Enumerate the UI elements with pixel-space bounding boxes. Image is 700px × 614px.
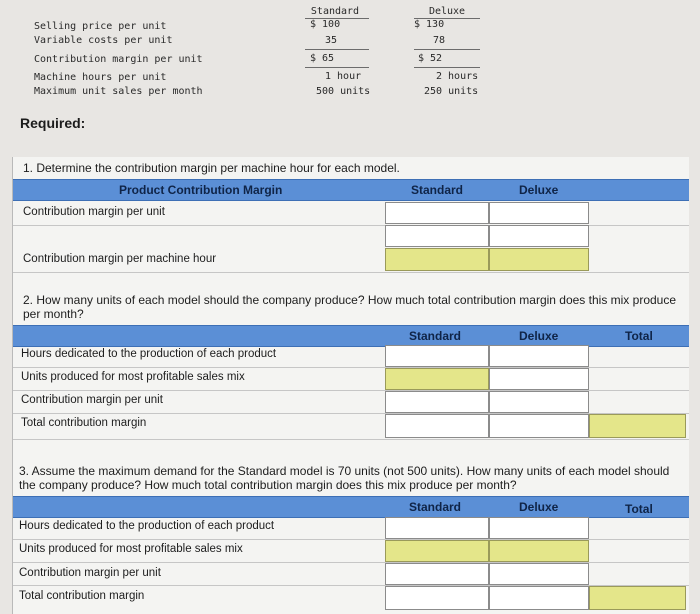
q3-row-cm-per-unit: Contribution margin per unit — [19, 567, 161, 579]
q1-deluxe-blank-input[interactable] — [489, 225, 589, 247]
divider — [13, 585, 689, 586]
row-label-variable-costs: Variable costs per unit — [34, 35, 173, 46]
q1-standard-cm-per-hour-input[interactable] — [385, 248, 489, 271]
q2-standard-units-input[interactable] — [385, 368, 489, 390]
deluxe-variable-costs: 78 — [432, 35, 445, 46]
q3-header-total: Total — [625, 502, 653, 516]
q2-total-cm-input[interactable] — [589, 414, 686, 438]
q2-deluxe-cm-input[interactable] — [489, 391, 589, 413]
q3-total-cm-input[interactable] — [589, 586, 686, 610]
divider — [13, 390, 689, 391]
divider — [13, 562, 689, 563]
deluxe-max-sales: 250 units — [424, 86, 479, 97]
standard-selling-price: $ 100 — [310, 19, 341, 30]
question-2: 2. How many units of each model should t… — [23, 293, 677, 321]
q2-standard-total-input[interactable] — [385, 414, 489, 438]
q1-header-deluxe: Deluxe — [519, 183, 559, 197]
standard-machine-hours: 1 hour — [325, 71, 362, 82]
subtotal-line-deluxe — [414, 49, 480, 50]
required-heading: Required: — [20, 115, 86, 131]
q3-deluxe-cm-input[interactable] — [489, 563, 589, 585]
row-label-selling-price: Selling price per unit — [34, 21, 167, 32]
q2-header-deluxe: Deluxe — [519, 329, 559, 343]
row-label-machine-hours: Machine hours per unit — [34, 72, 167, 83]
standard-contribution-margin: $ 65 — [310, 53, 335, 64]
header-deluxe: Deluxe — [428, 6, 466, 17]
deluxe-selling-price: $ 130 — [414, 19, 445, 30]
deluxe-machine-hours: 2 hours — [436, 71, 479, 82]
q1-row-cm-per-machine-hour: Contribution margin per machine hour — [23, 253, 217, 265]
q1-header-label: Product Contribution Margin — [119, 183, 283, 197]
header-underline-standard — [305, 18, 369, 19]
worksheet: 1. Determine the contribution margin per… — [12, 157, 689, 614]
row-label-max-sales: Maximum unit sales per month — [34, 86, 203, 97]
q2-deluxe-units-input[interactable] — [489, 368, 589, 390]
q2-standard-hours-input[interactable] — [385, 345, 489, 367]
q2-row-total-cm: Total contribution margin — [21, 417, 147, 429]
question-3: 3. Assume the maximum demand for the Sta… — [19, 464, 670, 492]
row-label-contribution-margin: Contribution margin per unit — [34, 54, 203, 65]
total-line-deluxe — [414, 67, 480, 68]
q1-deluxe-cm-per-hour-input[interactable] — [489, 248, 589, 271]
subtotal-line-standard — [305, 49, 369, 50]
q2-header-row: Standard Deluxe Total — [13, 325, 689, 347]
q1-standard-cm-per-unit-input[interactable] — [385, 202, 489, 224]
divider — [13, 539, 689, 540]
header-standard: Standard — [310, 6, 360, 17]
q2-row-units-produced: Units produced for most profitable sales… — [21, 371, 245, 383]
q2-header-standard: Standard — [409, 329, 462, 343]
q3-row-hours-dedicated: Hours dedicated to the production of eac… — [19, 520, 275, 532]
q3-header-row: Standard Deluxe Total — [13, 496, 689, 518]
divider — [13, 439, 689, 440]
q3-deluxe-hours-input[interactable] — [489, 517, 589, 539]
q1-header-row: Product Contribution Margin Standard Del… — [13, 179, 689, 201]
q2-deluxe-hours-input[interactable] — [489, 345, 589, 367]
q3-header-deluxe: Deluxe — [519, 500, 559, 514]
q2-header-total: Total — [625, 329, 653, 343]
divider — [13, 367, 689, 368]
header-underline-deluxe — [414, 18, 480, 19]
q3-standard-units-input[interactable] — [385, 540, 489, 562]
standard-variable-costs: 35 — [324, 35, 337, 46]
q3-standard-hours-input[interactable] — [385, 517, 489, 539]
standard-max-sales: 500 units — [316, 86, 371, 97]
q1-header-standard: Standard — [411, 183, 464, 197]
q1-standard-blank-input[interactable] — [385, 225, 489, 247]
q2-deluxe-total-input[interactable] — [489, 414, 589, 438]
q3-standard-total-input[interactable] — [385, 586, 489, 610]
total-line-standard — [305, 67, 369, 68]
q1-deluxe-cm-per-unit-input[interactable] — [489, 202, 589, 224]
q3-row-total-cm: Total contribution margin — [19, 590, 145, 602]
q3-standard-cm-input[interactable] — [385, 563, 489, 585]
question-1: 1. Determine the contribution margin per… — [23, 161, 400, 175]
q3-row-units-produced: Units produced for most profitable sales… — [19, 543, 243, 555]
divider — [13, 225, 689, 226]
q2-standard-cm-input[interactable] — [385, 391, 489, 413]
q3-deluxe-units-input[interactable] — [489, 540, 589, 562]
divider — [13, 413, 689, 414]
q3-deluxe-total-input[interactable] — [489, 586, 589, 610]
q3-header-standard: Standard — [409, 500, 462, 514]
q1-row-cm-per-unit: Contribution margin per unit — [23, 206, 165, 218]
q2-row-hours-dedicated: Hours dedicated to the production of eac… — [21, 348, 277, 360]
q2-row-cm-per-unit: Contribution margin per unit — [21, 394, 163, 406]
deluxe-contribution-margin: $ 52 — [418, 53, 443, 64]
divider — [13, 272, 689, 273]
